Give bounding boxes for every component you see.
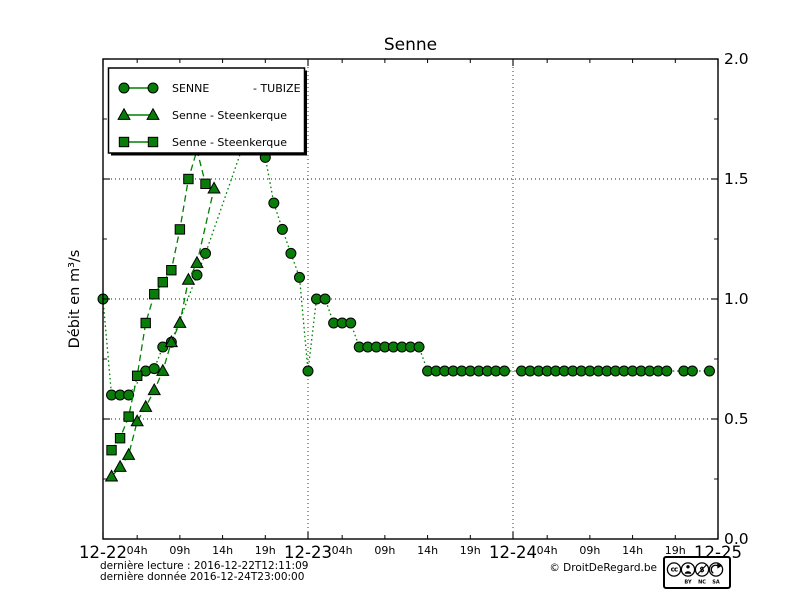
- tick-label: 2.0: [724, 50, 749, 68]
- cc-icon: cc: [671, 566, 678, 574]
- person-icon: [686, 565, 690, 569]
- tick-label: 1.5: [724, 170, 749, 188]
- tick-label: 04h: [332, 544, 353, 557]
- tick-label: 14h: [212, 544, 233, 557]
- legend-entry-2: Senne - Steenkerque: [118, 136, 287, 149]
- legend-entry-0: SENNE - TUBIZE: [118, 82, 301, 95]
- tick-label: 12-22: [79, 543, 127, 562]
- tick-label: 12-23: [284, 543, 332, 562]
- chart-title: Senne: [384, 35, 437, 55]
- legend: SENNE - TUBIZE Senne - Steenkerque Senne - …: [107, 67, 307, 156]
- tick-label: 0.0: [724, 530, 749, 548]
- footer-last-reading: dernière lecture : 2016-12-22T12:11:09: [100, 560, 308, 572]
- tick-label: 04h: [127, 544, 148, 557]
- series-steenkerque-1: [104, 181, 221, 482]
- tick-label: 12-24: [489, 543, 537, 562]
- series-tubize: [97, 125, 715, 401]
- grid-lines: [103, 59, 718, 539]
- tick-label: 09h: [579, 544, 600, 557]
- legend-label: Senne - Steenkerque: [172, 109, 287, 122]
- series-steenkerque-2: [106, 145, 211, 456]
- tick-label: 19h: [665, 544, 686, 557]
- legend-label-station: - TUBIZE: [253, 82, 301, 95]
- tick-label: 19h: [460, 544, 481, 557]
- tick-label: 14h: [622, 544, 643, 557]
- license-label: NC: [698, 580, 706, 586]
- footer-last-data: dernière donnée 2016-12-24T23:00:00: [100, 571, 304, 583]
- tick-label: 14h: [417, 544, 438, 557]
- tick-label: 04h: [537, 544, 558, 557]
- tick-label: 09h: [374, 544, 395, 557]
- license-label: SA: [712, 580, 720, 586]
- axis-ticks: [102, 58, 719, 540]
- legend-label: SENNE: [172, 82, 209, 95]
- license-label: BY: [684, 580, 692, 586]
- legend-entry-1: Senne - Steenkerque: [117, 107, 287, 122]
- data-series: [97, 125, 715, 482]
- tick-label: 1.0: [724, 290, 749, 308]
- legend-label: Senne - Steenkerque: [172, 136, 287, 149]
- tick-label: 19h: [255, 544, 276, 557]
- y-axis-label: Débit en m³/s: [67, 250, 83, 349]
- tick-label: 0.5: [724, 410, 749, 428]
- tick-label: 09h: [169, 544, 190, 557]
- copyright-text: © DroitDeRegard.be: [549, 562, 657, 574]
